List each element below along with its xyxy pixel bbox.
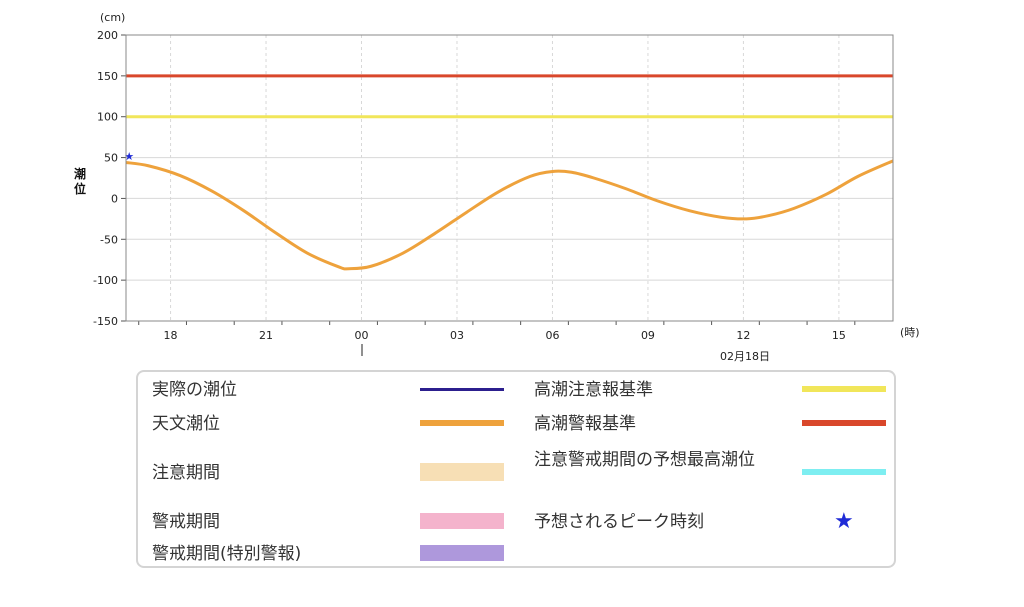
- star-icon: ★: [834, 509, 854, 534]
- legend-label-special-warning-period: 警戒期間(特別警報): [152, 544, 302, 564]
- y-tick-label: 100: [97, 111, 118, 124]
- x-tick-label: 09: [641, 329, 655, 342]
- legend-label-storm-surge-advisory: 高潮注意報基準: [534, 380, 653, 400]
- legend-swatch-forecast-max-tide: [802, 469, 886, 475]
- y-tick-label: 200: [97, 29, 118, 42]
- x-tick-label: 00: [355, 329, 369, 342]
- x-tick-label: 06: [545, 329, 559, 342]
- y-tick-label: -150: [93, 315, 118, 328]
- legend-label-peak-time: 予想されるピーク時刻: [534, 512, 704, 532]
- chart-grid: [121, 34, 893, 325]
- series-line-0: [125, 159, 894, 271]
- legend-swatch-storm-surge-warning: [802, 420, 886, 426]
- y-tick-label: 150: [97, 70, 118, 83]
- x-tick-label: 12: [736, 329, 750, 342]
- legend-label-astronomical-tide: 天文潮位: [152, 414, 220, 434]
- y-unit-label: (cm): [100, 11, 125, 24]
- chart-series: ★: [124, 150, 894, 271]
- reference-lines: [126, 74, 893, 119]
- x-tick-label: 21: [259, 329, 273, 342]
- plot-frame: [125, 34, 894, 322]
- x-unit-label: (時): [900, 326, 920, 339]
- chart-legend: 実際の潮位 天文潮位 注意期間 警戒期間 警戒期間(特別警報) 高潮注意報基準 …: [136, 370, 896, 568]
- date-label: 02月18日: [720, 350, 770, 363]
- legend-swatch-actual-tide: [420, 388, 504, 391]
- legend-label-caution-period: 注意期間: [152, 463, 220, 483]
- y-tick-label: -50: [100, 233, 118, 246]
- legend-swatch-storm-surge-advisory: [802, 386, 886, 392]
- tide-chart: ★ 200 150 100 50 0 -50 -100 -150 18 21 00 03 06 09 12…: [74, 11, 920, 363]
- peak-star-icon: ★: [124, 150, 134, 163]
- y-axis-label-char-2: 位: [74, 181, 86, 196]
- legend-label-warning-period: 警戒期間: [152, 512, 220, 532]
- x-tick-label: 03: [450, 329, 464, 342]
- x-tick-label: 15: [832, 329, 846, 342]
- y-tick-labels: 200 150 100 50 0 -50 -100 -150: [93, 29, 118, 328]
- y-tick-label: 50: [104, 152, 118, 165]
- legend-swatch-warning-period: [420, 513, 504, 529]
- y-tick-label: 0: [111, 192, 118, 205]
- legend-swatch-astronomical-tide: [420, 420, 504, 426]
- legend-swatch-special-warning-period: [420, 545, 504, 561]
- y-tick-label: -100: [93, 274, 118, 287]
- legend-swatch-caution-period: [420, 463, 504, 481]
- legend-label-storm-surge-warning: 高潮警報基準: [534, 414, 636, 434]
- legend-label-actual-tide: 実際の潮位: [152, 380, 237, 400]
- legend-label-forecast-max-tide: 注意警戒期間の予想最高潮位: [534, 450, 755, 470]
- y-axis-label-char-1: 潮: [74, 166, 86, 181]
- x-tick-label: 18: [164, 329, 178, 342]
- x-tick-labels: 18 21 00 03 06 09 12 15: [164, 329, 846, 342]
